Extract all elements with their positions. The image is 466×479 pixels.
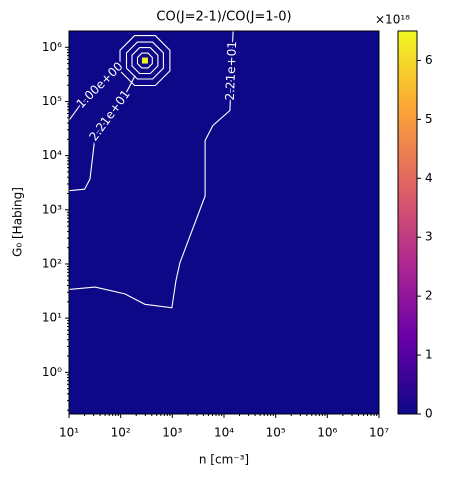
colorbar-tick-label: 2 xyxy=(425,289,433,303)
colorbar-tick-label: 6 xyxy=(425,53,433,67)
peak-ring xyxy=(131,47,159,75)
contour-line xyxy=(69,31,234,309)
y-tick-label: 10² xyxy=(42,256,62,270)
x-tick-label: 10¹ xyxy=(59,426,79,440)
y-tick-label: 10⁶ xyxy=(42,40,62,54)
y-tick-label: 10⁴ xyxy=(42,148,62,162)
peak-ring xyxy=(125,41,164,80)
contour-line xyxy=(69,75,136,192)
heatmap-background xyxy=(69,31,379,414)
colorbar xyxy=(397,30,418,415)
x-tick-label: 10⁵ xyxy=(266,426,286,440)
x-axis-label: n [cm⁻³] xyxy=(199,453,249,467)
x-tick-label: 10⁷ xyxy=(369,426,389,440)
plot-area: 2.21e+012.21e+011.00e+00 xyxy=(69,31,379,414)
colorbar-tick-label: 5 xyxy=(425,112,433,126)
chart-title: CO(J=2-1)/CO(J=1-0) xyxy=(156,10,291,25)
colorbar-tick-label: 0 xyxy=(425,407,433,421)
x-tick-label: 10⁴ xyxy=(214,426,234,440)
y-axis-label: G₀ [Habing] xyxy=(11,187,25,257)
y-tick-label: 10¹ xyxy=(42,311,62,325)
x-tick-label: 10⁶ xyxy=(317,426,337,440)
heatmap-peak xyxy=(141,57,148,64)
colorbar-multiplier: ×10¹⁸ xyxy=(375,13,410,27)
peak-ring xyxy=(119,35,171,87)
colorbar-tick-label: 3 xyxy=(425,230,433,244)
x-tick-label: 10² xyxy=(111,426,131,440)
contour-label: 2.21e+01 xyxy=(223,41,239,101)
y-tick-label: 10⁵ xyxy=(42,94,62,108)
y-tick-label: 10³ xyxy=(42,202,62,216)
peak-ring xyxy=(136,52,153,69)
colorbar-tick-label: 1 xyxy=(425,348,433,362)
colorbar-tick-label: 4 xyxy=(425,171,433,185)
x-tick-label: 10³ xyxy=(162,426,182,440)
contour-line xyxy=(69,65,121,121)
y-tick-label: 10⁰ xyxy=(42,365,62,379)
